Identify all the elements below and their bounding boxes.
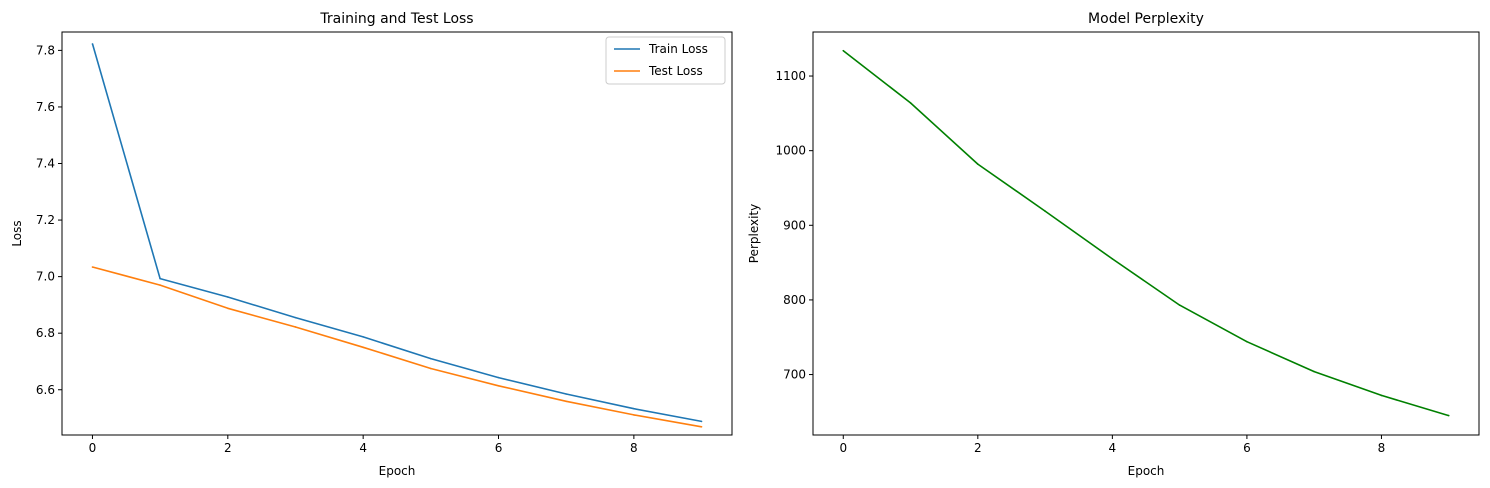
perplexity-y-tick-label: 800 (783, 293, 806, 307)
loss-plot-frame (61, 31, 733, 436)
perplexity-y-tick-label: 900 (783, 218, 806, 232)
loss-x-tick-label: 2 (224, 441, 232, 455)
loss-y-axis-label: Loss (10, 220, 24, 246)
perplexity-series-line (842, 50, 1449, 417)
perplexity-data-point (1246, 340, 1248, 343)
test-loss-data-point (700, 425, 703, 428)
train-loss-data-point (430, 357, 432, 360)
loss-y-tick-label: 6.8 (36, 326, 55, 340)
test-loss-data-point (294, 326, 297, 328)
loss-x-tick-label: 8 (630, 441, 638, 455)
perplexity-y-tick-label: 1100 (775, 69, 806, 83)
perplexity-data-point (1313, 370, 1315, 373)
perplexity-x-tick-label: 4 (1109, 441, 1117, 455)
perplexity-data-point (842, 49, 845, 52)
perplexity-x-tick-label: 0 (839, 441, 847, 455)
loss-x-axis-label: Epoch (379, 464, 416, 478)
perplexity-y-tick-label: 1000 (775, 144, 806, 158)
test-loss-data-point (227, 307, 229, 310)
perplexity-data-point (977, 163, 979, 165)
loss-x-tick-label: 0 (89, 441, 97, 455)
perplexity-data-point (1380, 394, 1383, 397)
perplexity-x-tick-label: 6 (1243, 441, 1251, 455)
perplexity-data-point (909, 102, 912, 104)
train-loss-data-point (227, 296, 229, 298)
test-loss-data-point (497, 384, 500, 387)
train-loss-series-line (91, 43, 702, 423)
loss-y-tick-label: 7.0 (36, 270, 55, 284)
perplexity-y-tick-label: 700 (783, 368, 806, 382)
perplexity-x-axis-label: Epoch (1128, 464, 1165, 478)
perplexity-y-axis-label: Perplexity (747, 204, 761, 264)
perplexity-plot-frame (812, 31, 1480, 436)
train-loss-data-point (91, 43, 94, 45)
test-loss-data-point (91, 266, 94, 268)
perplexity-chart-title: Model Perplexity (1088, 11, 1204, 27)
test-loss-data-point (430, 367, 432, 370)
train-loss-data-point (565, 393, 567, 395)
train-loss-data-point (700, 420, 703, 423)
legend-label-test-loss: Test Loss (648, 64, 703, 78)
loss-y-tick-label: 6.6 (36, 383, 55, 397)
perplexity-x-tick-label: 8 (1378, 441, 1386, 455)
loss-x-tick-label: 4 (359, 441, 367, 455)
loss-y-tick-label: 7.8 (36, 43, 55, 57)
train-loss-data-point (362, 336, 364, 338)
loss-y-tick-label: 7.4 (36, 157, 55, 171)
test-loss-data-point (159, 284, 161, 286)
test-loss-data-point (565, 400, 567, 403)
test-loss-series-line (92, 266, 702, 428)
train-loss-data-point (497, 376, 500, 379)
perplexity-data-point (1111, 258, 1114, 260)
test-loss-data-point (362, 346, 364, 349)
loss-chart-title: Training and Test Loss (319, 11, 473, 27)
perplexity-x-tick-label: 2 (974, 441, 982, 455)
test-loss-data-point (633, 414, 635, 416)
legend-label-train-loss: Train Loss (648, 42, 708, 56)
train-loss-data-point (294, 316, 297, 319)
perplexity-data-point (1044, 210, 1046, 212)
train-loss-data-point (159, 277, 161, 280)
perplexity-data-point (1178, 304, 1181, 306)
loss-x-tick-label: 6 (495, 441, 503, 455)
perplexity-data-point (1447, 414, 1450, 417)
loss-y-tick-label: 7.2 (36, 213, 55, 227)
loss-y-tick-label: 7.6 (36, 100, 55, 114)
train-loss-data-point (633, 407, 635, 410)
